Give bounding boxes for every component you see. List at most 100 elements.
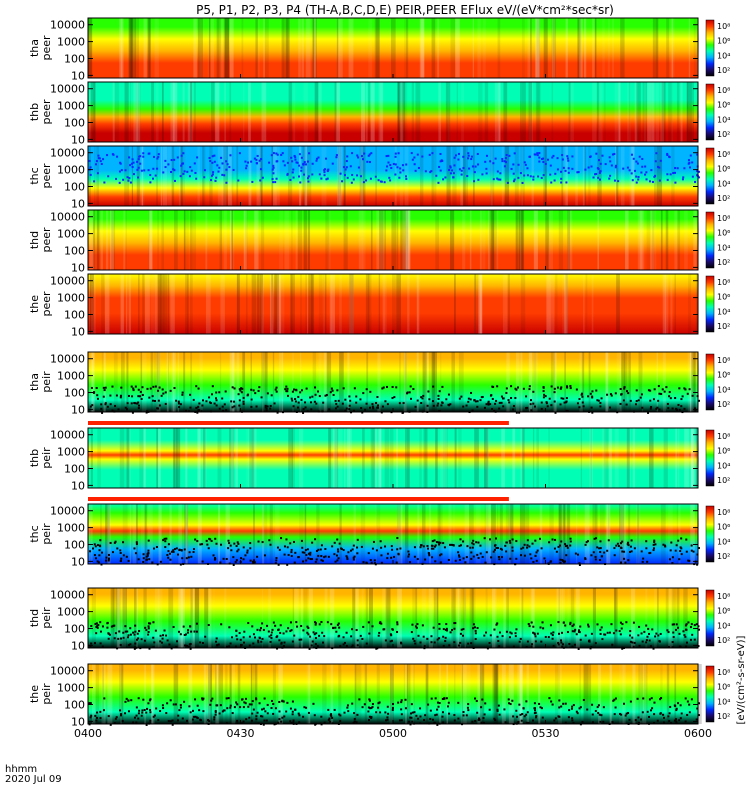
- noise-pixel: [175, 547, 178, 550]
- noise-pixel: [211, 697, 214, 700]
- noise-pixel: [419, 715, 422, 718]
- colorbar-tick-label: 10⁸: [717, 86, 730, 95]
- texture-stripe: [406, 428, 410, 488]
- texture-stripe: [662, 274, 666, 334]
- y-tick-label: 1000: [57, 606, 85, 619]
- noise-pixel: [101, 411, 104, 414]
- noise-pixel: [107, 553, 110, 556]
- noise-pixel: [131, 411, 134, 414]
- texture-stripe: [215, 82, 220, 142]
- noise-pixel: [608, 156, 611, 159]
- noise-pixel: [128, 156, 131, 159]
- noise-pixel: [568, 642, 571, 645]
- noise-pixel: [202, 710, 205, 713]
- noise-pixel: [278, 639, 281, 642]
- noise-pixel: [390, 545, 393, 548]
- noise-pixel: [564, 545, 567, 548]
- noise-pixel: [565, 181, 568, 184]
- noise-pixel: [436, 708, 439, 711]
- spectrogram-image: [88, 428, 698, 488]
- noise-pixel: [488, 708, 491, 711]
- noise-pixel: [582, 405, 585, 408]
- noise-pixel: [208, 720, 211, 723]
- noise-pixel: [289, 178, 292, 181]
- noise-pixel: [691, 161, 694, 164]
- texture-stripe: [124, 146, 130, 206]
- texture-stripe: [649, 428, 654, 488]
- noise-pixel: [561, 631, 564, 634]
- noise-pixel: [569, 385, 572, 388]
- texture-stripe: [636, 82, 641, 142]
- texture-stripe: [621, 352, 626, 412]
- texture-stripe: [515, 210, 521, 270]
- noise-pixel: [283, 553, 286, 556]
- noise-pixel: [511, 549, 514, 552]
- noise-pixel: [427, 703, 430, 706]
- noise-pixel: [251, 625, 254, 628]
- noise-pixel: [458, 168, 461, 171]
- noise-pixel: [93, 554, 96, 557]
- noise-pixel: [361, 637, 364, 640]
- noise-pixel: [683, 634, 686, 637]
- noise-pixel: [250, 160, 253, 163]
- noise-pixel: [560, 170, 563, 173]
- noise-pixel: [293, 388, 296, 391]
- noise-pixel: [407, 550, 410, 553]
- noise-pixel: [451, 628, 454, 631]
- noise-pixel: [163, 629, 166, 632]
- noise-pixel: [95, 626, 98, 629]
- texture-stripe: [562, 588, 564, 648]
- noise-pixel: [506, 181, 509, 184]
- texture-stripe: [210, 18, 215, 78]
- noise-pixel: [300, 398, 303, 401]
- texture-stripe: [674, 210, 678, 270]
- noise-pixel: [314, 621, 317, 624]
- noise-pixel: [119, 394, 122, 397]
- texture-stripe: [348, 18, 354, 78]
- noise-pixel: [591, 411, 594, 414]
- noise-pixel: [531, 643, 534, 646]
- noise-pixel: [405, 177, 408, 180]
- texture-stripe: [185, 274, 188, 334]
- texture-stripe: [327, 210, 331, 270]
- texture-stripe: [330, 664, 334, 724]
- noise-pixel: [337, 557, 340, 560]
- noise-pixel: [476, 152, 479, 155]
- noise-pixel: [141, 709, 144, 712]
- noise-pixel: [534, 153, 537, 156]
- noise-pixel: [276, 635, 279, 638]
- texture-stripe: [472, 18, 474, 78]
- noise-pixel: [654, 160, 657, 163]
- noise-pixel: [120, 637, 123, 640]
- colorbar-tick-label: 10⁴: [717, 51, 730, 60]
- noise-pixel: [236, 703, 239, 706]
- texture-stripe: [695, 352, 698, 412]
- noise-pixel: [248, 644, 251, 647]
- noise-pixel: [323, 556, 326, 559]
- noise-pixel: [641, 711, 644, 714]
- colorbar-tick-label: 10⁴: [717, 385, 730, 394]
- noise-pixel: [104, 402, 107, 405]
- noise-pixel: [398, 402, 401, 405]
- noise-pixel: [556, 168, 559, 171]
- noise-pixel: [125, 555, 128, 558]
- noise-pixel: [180, 164, 183, 167]
- noise-pixel: [253, 559, 256, 562]
- noise-pixel: [292, 719, 295, 722]
- noise-pixel: [281, 716, 284, 719]
- texture-stripe: [405, 664, 408, 724]
- noise-pixel: [352, 556, 355, 559]
- texture-stripe: [668, 504, 673, 564]
- texture-stripe: [638, 352, 643, 412]
- noise-pixel: [619, 621, 622, 624]
- texture-stripe: [613, 588, 616, 648]
- texture-stripe: [479, 274, 482, 334]
- noise-pixel: [607, 539, 610, 542]
- noise-pixel: [304, 406, 307, 409]
- noise-pixel: [300, 539, 303, 542]
- texture-stripe: [169, 504, 172, 564]
- noise-pixel: [297, 712, 300, 715]
- texture-stripe: [304, 146, 308, 206]
- noise-pixel: [95, 160, 98, 163]
- noise-pixel: [575, 388, 578, 391]
